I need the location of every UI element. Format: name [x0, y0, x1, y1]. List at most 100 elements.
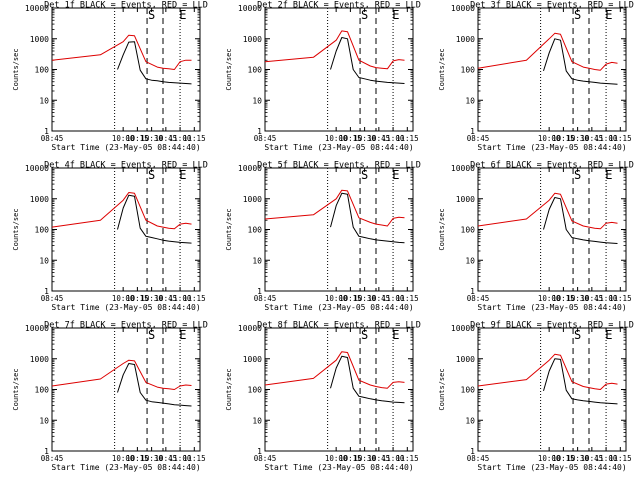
marker-label: E — [392, 168, 399, 182]
y-tick-label: 100 — [248, 226, 263, 235]
events-series-line — [117, 41, 192, 85]
marker-label: E — [605, 8, 612, 22]
x-tick-label: 10:00 — [325, 294, 348, 303]
y-tick-label: 1 — [257, 127, 262, 136]
panel-title: Det 5f BLACK = Events, RED = LLD — [257, 161, 421, 171]
y-tick-label: 1 — [257, 287, 262, 296]
y-tick-label: 1 — [470, 447, 475, 456]
marker-label: S — [574, 8, 581, 22]
y-tick-label: 10 — [465, 256, 475, 265]
x-tick-label: 10:30 — [140, 134, 163, 143]
x-tick-label: 11:15 — [183, 454, 206, 463]
x-tick-label: 10:00 — [538, 134, 561, 143]
x-tick-label: 11:15 — [609, 454, 632, 463]
detector-panel: Det 6f BLACK = Events, RED = LLD 1 10 100 10… — [438, 161, 634, 313]
lld-series-line — [51, 359, 192, 390]
y-tick-label: 100 — [248, 66, 263, 75]
y-tick-label: 10 — [39, 256, 49, 265]
y-tick-label: 10 — [465, 96, 475, 105]
y-axis-label: Counts/sec — [438, 48, 446, 90]
x-tick-label: 11:00 — [595, 294, 618, 303]
x-tick-label: 10:00 — [325, 134, 348, 143]
x-tick-label: 11:15 — [396, 294, 419, 303]
y-tick-label: 100 — [35, 66, 50, 75]
detector-panel: Det 7f BLACK = Events, RED = LLD 1 10 100 10… — [12, 321, 208, 473]
y-tick-label: 1 — [257, 447, 262, 456]
x-tick-label: 08:45 — [41, 454, 64, 463]
marker-label: S — [148, 328, 155, 342]
y-tick-label: 1 — [44, 287, 49, 296]
y-tick-label: 10 — [252, 256, 262, 265]
x-tick-label: 08:45 — [41, 134, 64, 143]
x-tick-label: 11:15 — [183, 134, 206, 143]
x-tick-label: 08:45 — [254, 294, 277, 303]
y-tick-label: 10 — [252, 416, 262, 425]
x-tick-label: 10:45 — [155, 294, 178, 303]
y-tick-label: 1 — [470, 127, 475, 136]
y-tick-label: 1000 — [243, 35, 262, 44]
y-tick-label: 1000 — [456, 195, 475, 204]
x-tick-label: 10:00 — [112, 134, 135, 143]
marker-label: S — [361, 8, 368, 22]
x-tick-label: 08:45 — [467, 134, 490, 143]
marker-label: S — [148, 168, 155, 182]
lld-series-line — [477, 192, 618, 230]
y-tick-label: 10000 — [25, 4, 49, 13]
x-tick-label: 11:00 — [169, 134, 192, 143]
y-tick-label: 10 — [39, 416, 49, 425]
marker-label: S — [574, 328, 581, 342]
y-tick-label: 10 — [465, 416, 475, 425]
marker-label: E — [605, 328, 612, 342]
detector-panel: Det 9f BLACK = Events, RED = LLD 1 10 100 10… — [438, 321, 634, 473]
x-tick-label: 11:15 — [396, 134, 419, 143]
y-tick-label: 1000 — [456, 35, 475, 44]
y-tick-label: 1000 — [243, 195, 262, 204]
detector-panel: Det 2f BLACK = Events, RED = LLD 1 10 100 10… — [225, 1, 421, 153]
marker-label: S — [361, 168, 368, 182]
y-axis-label: Counts/sec — [438, 208, 446, 250]
y-axis-label: Counts/sec — [438, 368, 446, 410]
x-tick-label: 08:45 — [41, 294, 64, 303]
x-axis-label: Start Time (23-May-05 08:44:40) — [477, 463, 626, 472]
x-tick-label: 11:15 — [396, 454, 419, 463]
y-tick-label: 1 — [44, 447, 49, 456]
x-tick-label: 08:45 — [467, 454, 490, 463]
x-tick-label: 10:45 — [155, 134, 178, 143]
x-tick-label: 10:45 — [581, 294, 604, 303]
marker-label: S — [148, 8, 155, 22]
x-tick-label: 10:45 — [581, 454, 604, 463]
x-tick-label: 10:15 — [552, 294, 575, 303]
x-tick-label: 10:15 — [126, 454, 149, 463]
x-tick-label: 10:30 — [566, 454, 589, 463]
x-tick-label: 11:00 — [595, 454, 618, 463]
y-tick-label: 10000 — [451, 164, 475, 173]
y-tick-label: 10000 — [451, 324, 475, 333]
y-axis-label: Counts/sec — [225, 368, 233, 410]
x-axis-label: Start Time (23-May-05 08:44:40) — [264, 303, 413, 312]
y-axis-label: Counts/sec — [12, 48, 20, 90]
panel-title: Det 9f BLACK = Events, RED = LLD — [470, 321, 634, 331]
x-tick-label: 11:15 — [609, 294, 632, 303]
x-tick-label: 10:30 — [566, 294, 589, 303]
x-tick-label: 11:00 — [382, 454, 405, 463]
x-axis-label: Start Time (23-May-05 08:44:40) — [51, 463, 200, 472]
detector-panel: Det 5f BLACK = Events, RED = LLD 1 10 100 10… — [225, 161, 421, 313]
y-tick-label: 1 — [470, 287, 475, 296]
x-axis-label: Start Time (23-May-05 08:44:40) — [51, 303, 200, 312]
marker-label: S — [574, 168, 581, 182]
x-tick-label: 10:15 — [552, 134, 575, 143]
x-tick-label: 10:00 — [325, 454, 348, 463]
x-tick-label: 10:00 — [538, 294, 561, 303]
x-tick-label: 11:15 — [183, 294, 206, 303]
y-tick-label: 1000 — [30, 355, 49, 364]
panel-title: Det 3f BLACK = Events, RED = LLD — [470, 1, 634, 11]
detector-panel: Det 1f BLACK = Events, RED = LLD 1 10 100 10… — [12, 1, 208, 153]
x-tick-label: 10:45 — [155, 454, 178, 463]
x-tick-label: 11:15 — [609, 134, 632, 143]
y-tick-label: 10000 — [451, 4, 475, 13]
x-axis-label: Start Time (23-May-05 08:44:40) — [477, 143, 626, 152]
x-tick-label: 10:15 — [339, 294, 362, 303]
x-tick-label: 11:00 — [595, 134, 618, 143]
marker-label: E — [179, 8, 186, 22]
